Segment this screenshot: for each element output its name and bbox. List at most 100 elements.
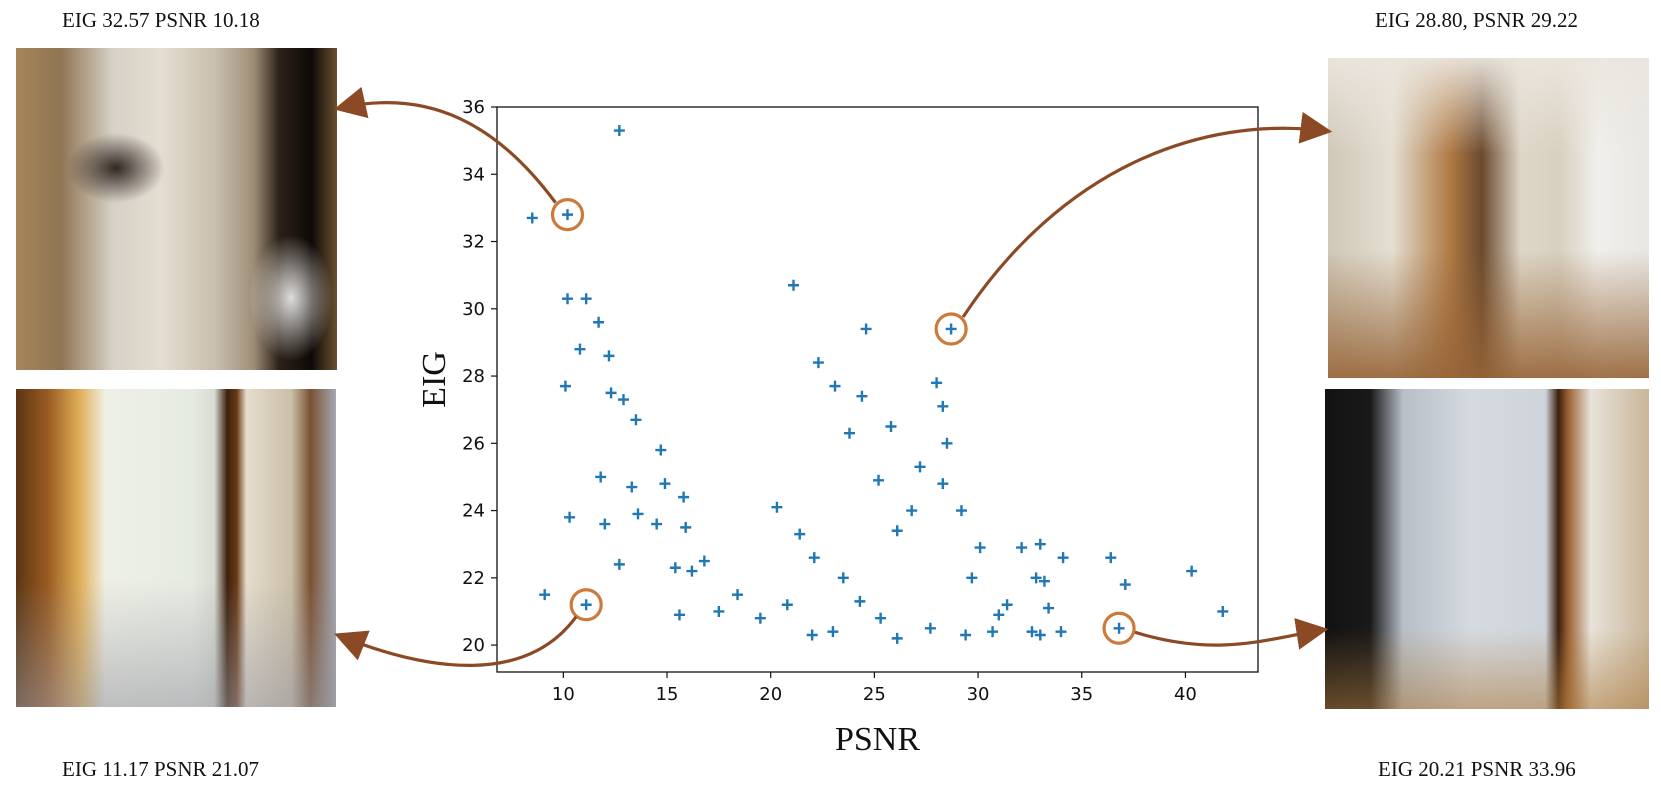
data-point [605,387,617,399]
data-point [966,572,978,584]
data-point [1113,622,1125,634]
plot-ticks: 10 15 20 25 30 35 40 20 22 24 26 28 30 32 34 36 [462,97,1197,705]
data-point [1016,542,1028,554]
data-point [655,444,667,456]
annotation-arrow [961,111,1333,318]
data-point [837,572,849,584]
data-point [595,471,607,483]
data-point [673,609,685,621]
y-tick-label: 34 [462,164,485,185]
data-point [993,609,1005,621]
data-point [941,437,953,449]
data-point [829,380,841,392]
x-tick-label: 10 [552,684,575,705]
plot-axes [496,106,1259,673]
data-point [781,599,793,611]
data-point [617,394,629,406]
data-point [526,212,538,224]
data-point [1038,575,1050,587]
highlight-circle [934,312,968,346]
data-point [906,505,918,517]
data-point [754,612,766,624]
x-tick-label: 20 [759,684,782,705]
data-point [678,491,690,503]
data-point [713,605,725,617]
data-point [564,511,576,523]
y-tick-label: 24 [462,501,485,522]
highlight-markers [550,198,1136,645]
highlight-circle [550,198,585,232]
data-point [1217,605,1229,617]
annotation-arrow [1134,618,1329,650]
data-point [539,589,551,601]
data-point [974,542,986,554]
x-tick-label: 35 [1070,684,1093,705]
data-point [580,293,592,305]
data-point [562,293,574,305]
data-point [827,626,839,638]
highlight-circle [569,588,603,622]
data-point [808,552,820,564]
y-tick-label: 36 [462,97,485,118]
data-point [574,343,586,355]
data-point [875,612,887,624]
data-point [1105,552,1117,564]
data-point [651,518,663,530]
annotation-arrow [333,86,557,204]
x-axis-label: PSNR [835,721,920,758]
x-tick-label: 15 [656,684,679,705]
data-point [1034,538,1046,550]
data-point [1001,599,1013,611]
rendered-view-bottom-right [1325,389,1649,709]
data-point [686,565,698,577]
data-point [788,279,800,291]
caption-bottom-left: EIG 11.17 PSNR 21.07 [62,757,259,781]
data-point [806,629,818,641]
data-point [854,595,866,607]
rendered-view-top-left [16,48,337,370]
data-point [562,209,574,221]
data-point [1030,572,1042,584]
data-point [613,125,625,137]
data-point [593,316,605,328]
y-tick-label: 28 [462,366,485,387]
data-point [630,414,642,426]
data-point [771,501,783,513]
data-point [955,505,967,517]
plot-labels: PSNR EIG [416,351,920,758]
x-tick-label: 40 [1174,684,1197,705]
data-point [914,461,926,473]
y-axis-label: EIG [416,351,453,408]
rendered-view-top-right [1328,58,1649,378]
data-point [860,323,872,335]
data-point [1043,602,1055,614]
annotation-arrow [334,615,578,667]
data-point [945,323,957,335]
data-point [632,508,644,520]
data-point [1186,565,1198,577]
data-point [580,599,592,611]
data-point [659,478,671,490]
data-point [626,481,638,493]
data-point [856,390,868,402]
rendered-view-bottom-left [16,389,336,707]
data-point [559,380,571,392]
data-point [603,350,615,362]
data-point [613,558,625,570]
plot-marks [526,125,1229,644]
data-point [599,518,611,530]
data-point [960,629,972,641]
data-point [794,528,806,540]
y-tick-label: 22 [462,568,485,589]
x-tick-label: 25 [863,684,886,705]
data-point [1026,626,1038,638]
data-point [885,420,897,432]
data-point [987,626,999,638]
data-point [1055,626,1067,638]
x-tick-label: 30 [967,684,990,705]
y-tick-label: 32 [462,232,485,253]
data-point [732,589,744,601]
caption-bottom-right: EIG 20.21 PSNR 33.96 [1378,757,1576,781]
data-point [680,521,692,533]
annotation-arrows [333,86,1333,667]
